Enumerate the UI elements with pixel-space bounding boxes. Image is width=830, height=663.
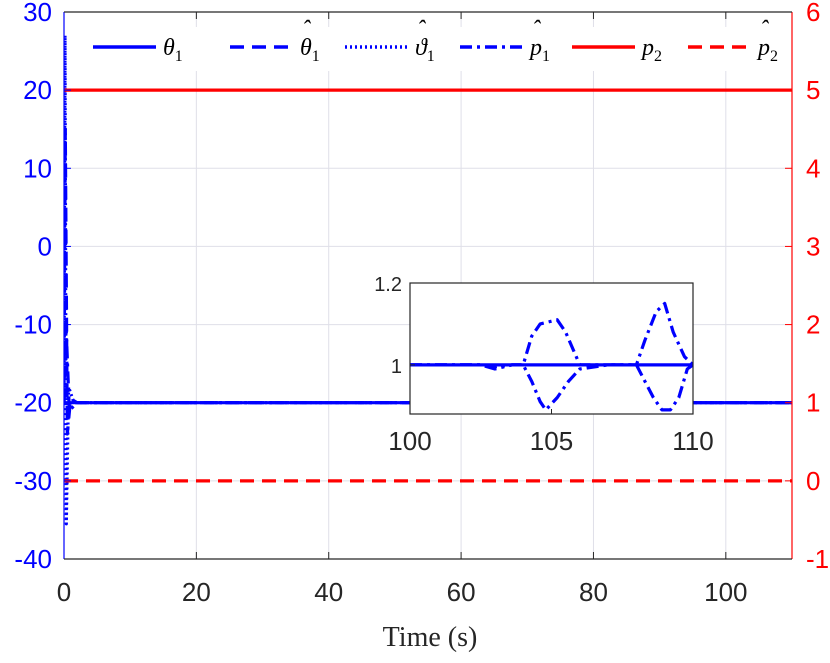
inset-x-tick-label: 100 <box>388 426 431 456</box>
series-line-2 <box>64 33 792 526</box>
legend-hat-5: ˆ <box>760 17 769 43</box>
series-line-3 <box>64 323 792 413</box>
legend-label-1: θ1 <box>300 35 320 65</box>
y-left-tick-label: -10 <box>14 310 52 340</box>
y-right-tick-label: 1 <box>806 388 820 418</box>
y-left-tick-label: 20 <box>23 75 52 105</box>
legend-hat-1: ˆ <box>302 17 311 43</box>
y-right-tick-label: -1 <box>806 544 829 574</box>
legend-hat-2: ˆ <box>417 17 426 43</box>
inset-background <box>410 283 693 414</box>
y-left-tick-label: -20 <box>14 388 52 418</box>
y-left-tick-label: -40 <box>14 544 52 574</box>
y-right-tick-label: 3 <box>806 231 820 261</box>
y-right-tick-label: 5 <box>806 75 820 105</box>
y-right-tick-label: 2 <box>806 310 820 340</box>
y-left-tick-label: 0 <box>38 231 52 261</box>
inset-x-tick-label: 110 <box>672 426 713 456</box>
inset-series-1 <box>410 301 693 369</box>
inset-series-2 <box>410 363 693 412</box>
y-left-tick-label: 30 <box>23 0 52 27</box>
legend-label-0: θ1 <box>163 35 183 65</box>
inset-chart: 100 105 110 1 1.2 <box>374 274 714 456</box>
y-right-tick-label: 6 <box>806 0 820 27</box>
x-tick-label: 20 <box>182 577 211 607</box>
x-axis-label: Time (s) <box>383 622 478 653</box>
y-right-tick-label: 4 <box>806 153 820 183</box>
legend-label-3: p1 <box>528 35 550 65</box>
x-tick-label: 60 <box>447 577 476 607</box>
legend-box <box>80 27 770 71</box>
legend-label-5: p2 <box>756 35 778 65</box>
y-right-tick-label: 0 <box>806 466 820 496</box>
legend-hat-3: ˆ <box>532 17 541 43</box>
x-tick-label: 0 <box>57 577 71 607</box>
inset-y-tick-label: 1.2 <box>374 274 402 296</box>
x-tick-label: 100 <box>704 577 747 607</box>
x-tick-label: 40 <box>314 577 343 607</box>
x-tick-label: 80 <box>579 577 608 607</box>
y-left-tick-label: -30 <box>14 466 52 496</box>
legend-label-2: ϑ1 <box>415 35 435 65</box>
y-left-tick-label: 10 <box>23 153 52 183</box>
legend-label-4: p2 <box>640 35 662 65</box>
inset-x-tick-label: 105 <box>530 426 573 456</box>
inset-y-tick-label: 1 <box>391 356 402 378</box>
